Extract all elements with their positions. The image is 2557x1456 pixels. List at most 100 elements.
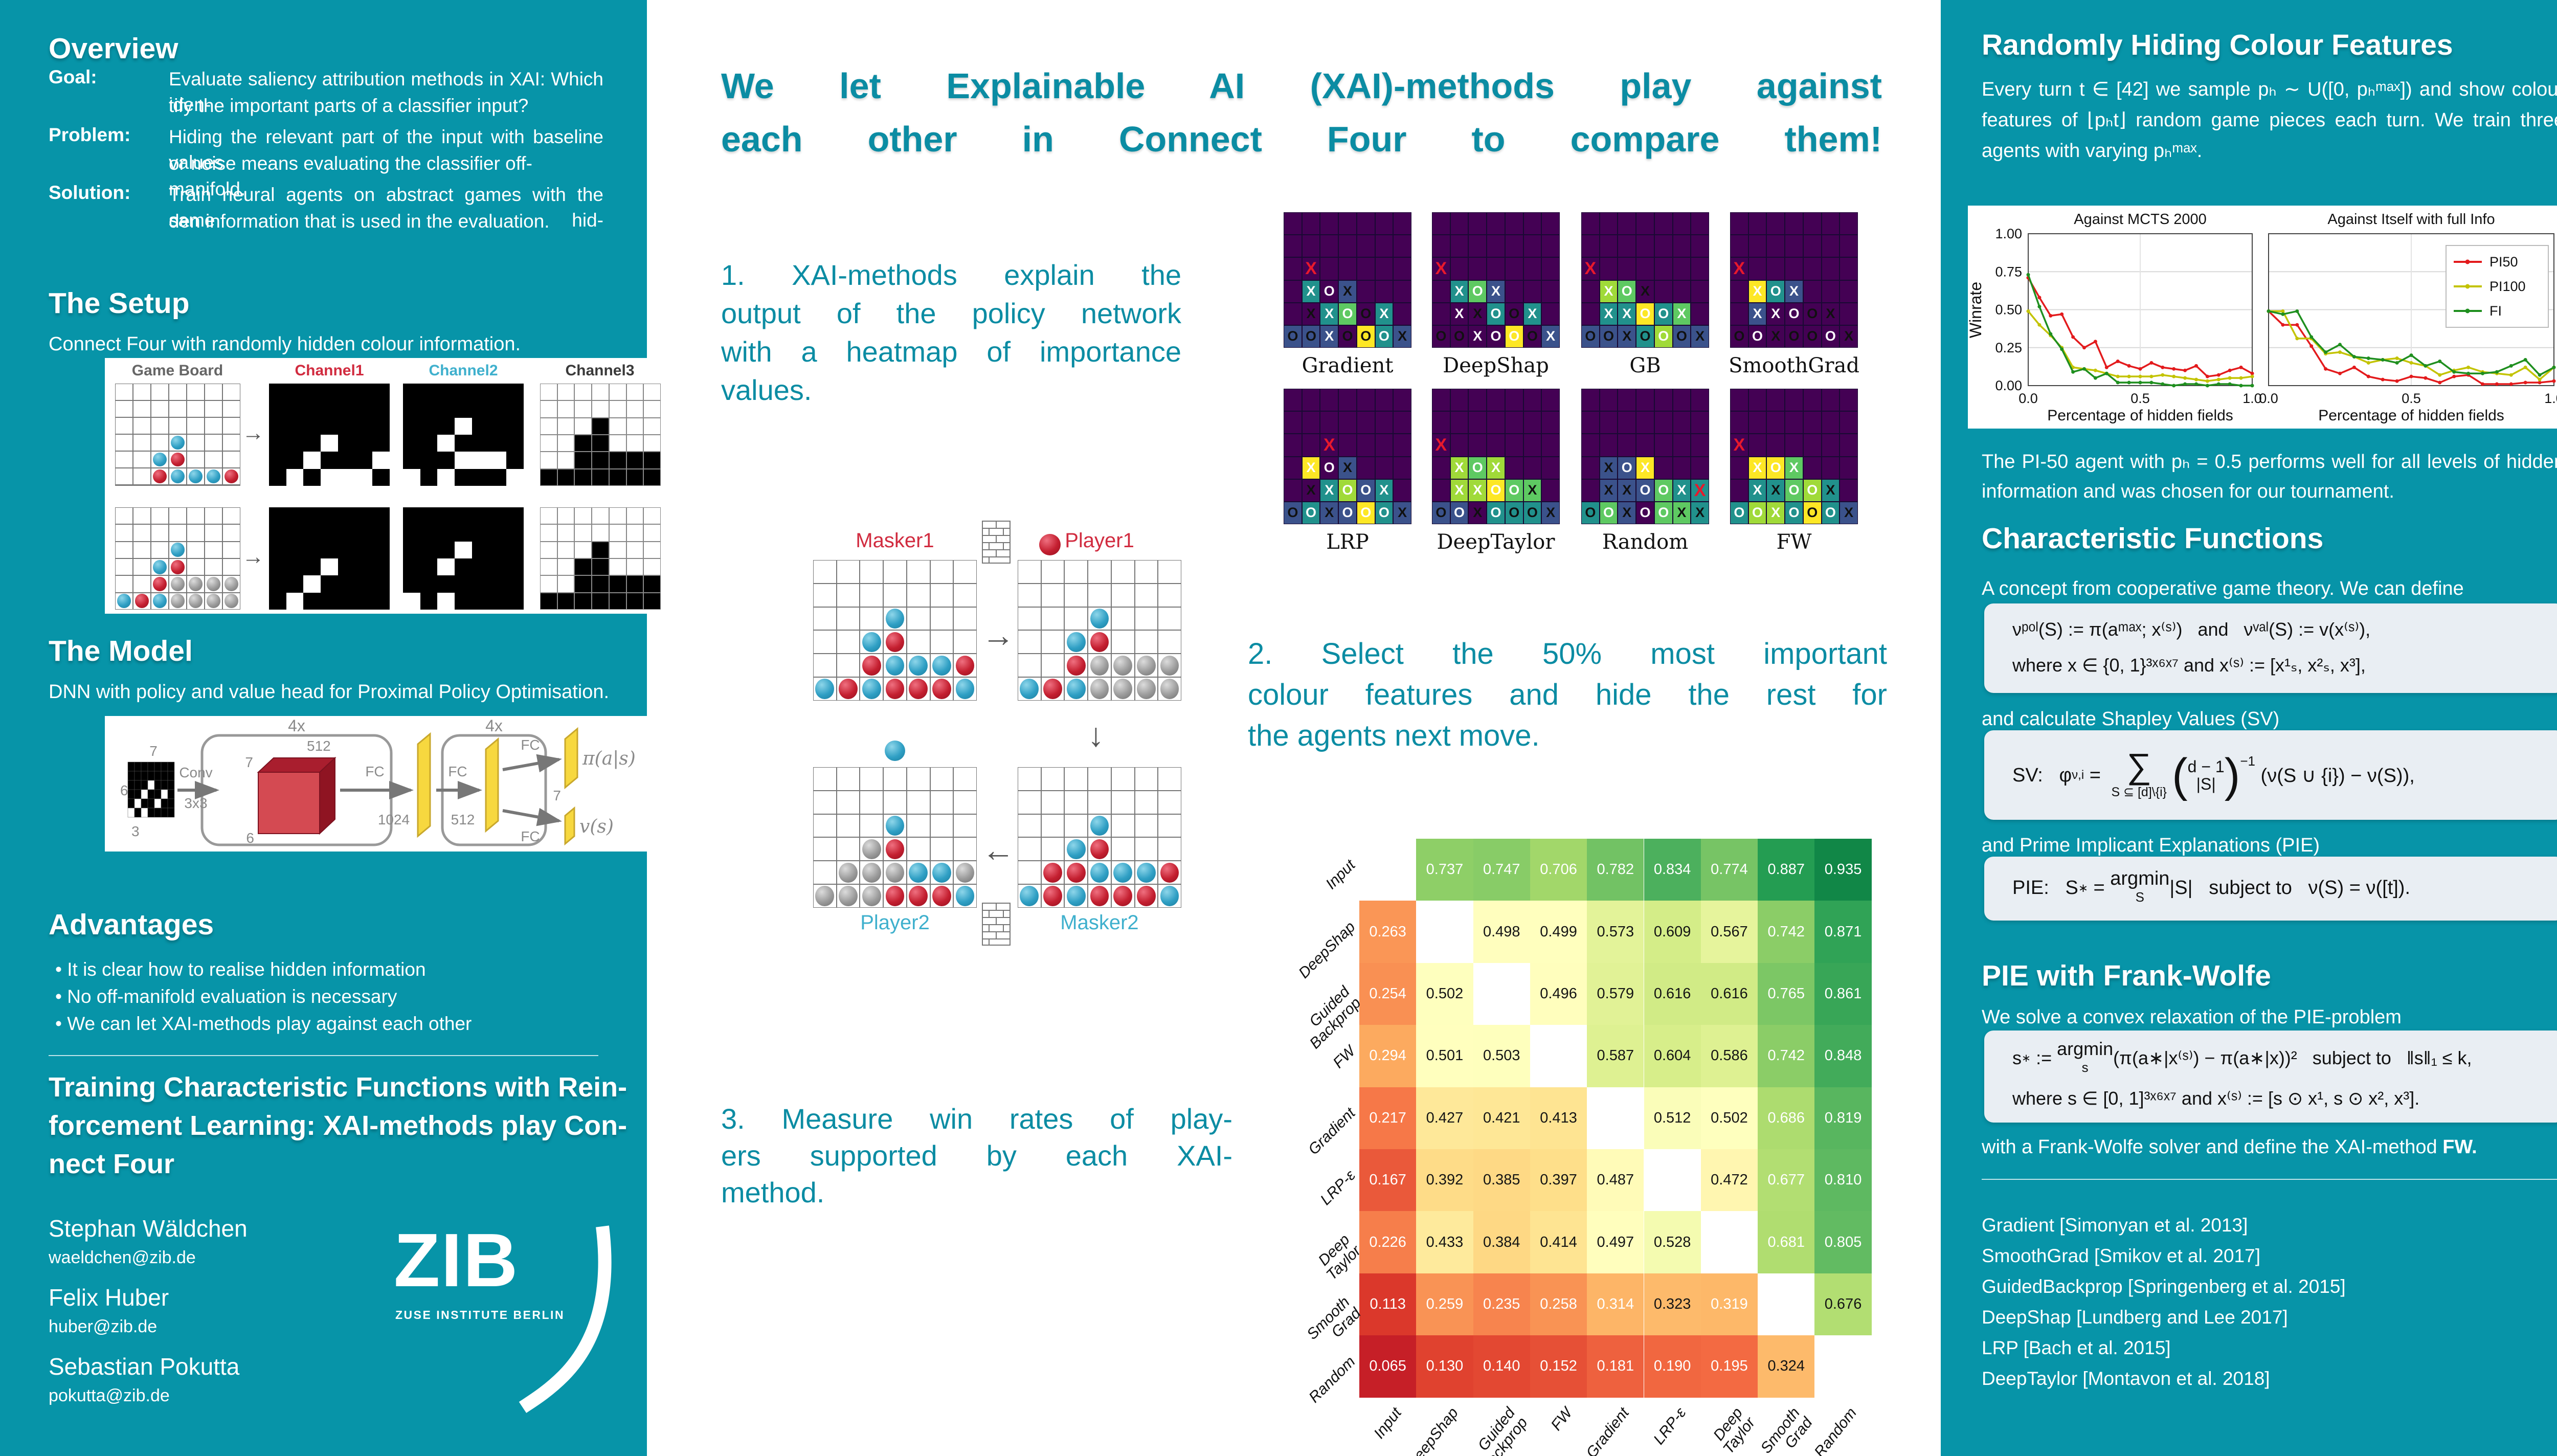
saliency-symbol: X: [1473, 306, 1483, 322]
saliency-cell: [1840, 411, 1858, 434]
saliency-symbol: O: [1621, 460, 1632, 476]
saliency-cell: O: [1320, 456, 1339, 479]
board-cell: [1018, 814, 1041, 838]
saliency-cell: X: [1730, 434, 1748, 457]
board-cell: [1088, 630, 1111, 654]
fw-argmin-sub: s: [2081, 1060, 2089, 1075]
policy-arrow: [502, 754, 562, 773]
channel-cell: [626, 468, 644, 486]
saliency-cell: [1730, 411, 1748, 434]
saliency-cell: O: [1730, 501, 1748, 524]
game-piece: [152, 594, 167, 609]
winrate-cell: 0.314: [1587, 1273, 1644, 1336]
board-cell: [222, 451, 240, 468]
plot-marker: [2228, 376, 2232, 380]
channel-cell: [303, 558, 321, 576]
board-cell: [930, 583, 954, 607]
channel-cell: [609, 575, 626, 593]
saliency-cell: O: [1375, 501, 1394, 524]
model-input-cell: [161, 789, 168, 799]
saliency-cell: O: [1581, 501, 1600, 524]
saliency-cell: [1523, 235, 1542, 258]
board-cell: [115, 417, 133, 434]
saliency-cell: X: [1541, 325, 1560, 348]
saliency-cell: [1581, 212, 1600, 235]
saliency-symbol: O: [1640, 328, 1651, 344]
value-fc-label: FC: [521, 828, 540, 844]
board-cell: [1088, 560, 1111, 584]
channel-cell: [372, 592, 390, 610]
game-piece: [152, 576, 167, 592]
saliency-cell: O: [1636, 501, 1654, 524]
board-cell: [205, 434, 222, 451]
saliency-cell: [1730, 456, 1748, 479]
saliency-cell: [1581, 389, 1600, 412]
saliency-cell: O: [1581, 325, 1600, 348]
model-input-cell: [147, 780, 155, 790]
saliency-cell: X: [1375, 479, 1394, 502]
plot-xtick: 1.0: [2242, 391, 2262, 406]
game-piece: [1020, 886, 1039, 906]
saliency-cell: [1338, 235, 1357, 258]
saliency-cell: X: [1468, 302, 1487, 325]
saliency-cell: [1821, 456, 1840, 479]
game-piece: [1090, 679, 1109, 699]
saliency-cell: O: [1487, 501, 1505, 524]
channel-cell: [506, 434, 524, 452]
game-piece: [932, 679, 951, 699]
board-cell: [133, 507, 151, 525]
sv-paren-right: ): [2224, 749, 2240, 801]
saliency-symbol: X: [1473, 505, 1483, 521]
hiding-title: Randomly Hiding Colour Features: [1982, 29, 2453, 61]
board-cell: [1158, 607, 1181, 631]
winrate-cell: 0.528: [1644, 1211, 1701, 1273]
channel-cell: [557, 400, 575, 418]
board-cell: [205, 417, 222, 434]
plot-marker: [2127, 374, 2131, 378]
winrate-cell: 0.586: [1700, 1025, 1758, 1087]
board-cell: [133, 417, 151, 434]
saliency-cell: [1581, 411, 1600, 434]
saliency-cell: [1599, 257, 1618, 280]
channel-cell: [372, 524, 390, 542]
plot-marker: [2104, 365, 2109, 369]
saliency-cell: [1468, 212, 1487, 235]
policy-size-label: 7: [553, 788, 561, 803]
channel-cell: [609, 452, 626, 469]
board-cell: [1041, 607, 1065, 631]
game-piece: [1020, 679, 1039, 699]
plot-marker: [2216, 377, 2220, 382]
saliency-cell: [1375, 389, 1394, 412]
saliency-symbol: X: [1733, 259, 1745, 279]
pie-eq: =: [2088, 877, 2111, 899]
board-cell: [1088, 677, 1111, 701]
channel-cell: [540, 468, 557, 486]
channel-cell: [557, 592, 575, 610]
board-cell: [222, 507, 240, 525]
saliency-cell: O: [1432, 325, 1450, 348]
model-input-cell: [161, 761, 168, 772]
paper-title-line-2: forcement Learning: XAI-methods play Con…: [49, 1110, 627, 1141]
legend-marker: [2465, 259, 2470, 264]
saliency-cell: [1356, 389, 1375, 412]
board-cell: [860, 861, 884, 885]
winrate-heatmap: 0.737 0.747 0.706 0.782 0.834 0.774 0.887 0.935…: [1222, 800, 1948, 1456]
saliency-cell: O: [1654, 501, 1673, 524]
saliency-cell: X: [1302, 302, 1320, 325]
channel-cell: [269, 541, 286, 558]
plot-marker: [2366, 374, 2370, 378]
game-piece: [862, 839, 881, 860]
saliency-cell: O: [1766, 280, 1785, 303]
winrate-cell: 0.319: [1700, 1273, 1758, 1336]
model-input-cell: [147, 808, 155, 818]
channel-cell: [269, 468, 286, 486]
saliency-cell: O: [1803, 479, 1822, 502]
saliency-cell: X: [1393, 501, 1411, 524]
game-piece: [1043, 886, 1062, 906]
channel-cell: [609, 558, 626, 576]
board-cell: [1064, 790, 1088, 814]
channel-cell: [437, 384, 455, 401]
saliency-cell: [1840, 434, 1858, 457]
